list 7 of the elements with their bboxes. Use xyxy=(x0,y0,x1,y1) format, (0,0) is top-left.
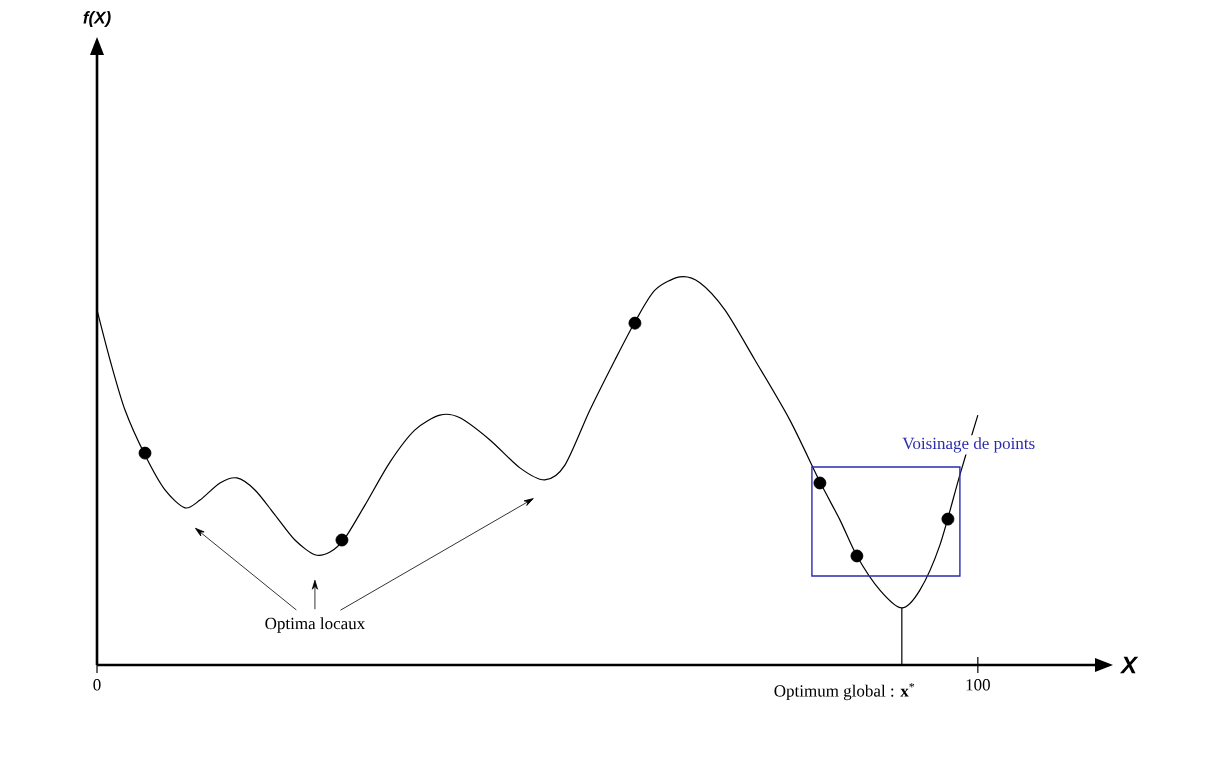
x-tick-label: 0 xyxy=(93,679,101,691)
annotation: Voisinage de points xyxy=(902,437,1035,453)
annotation: Optima locaux xyxy=(265,617,365,633)
x-axis-title: X xyxy=(1119,656,1139,674)
x-tick-label: 100 xyxy=(966,679,990,691)
text: f(X) xyxy=(83,11,111,27)
annotation: Optimum global : x$^{*}$ xyxy=(774,683,915,701)
